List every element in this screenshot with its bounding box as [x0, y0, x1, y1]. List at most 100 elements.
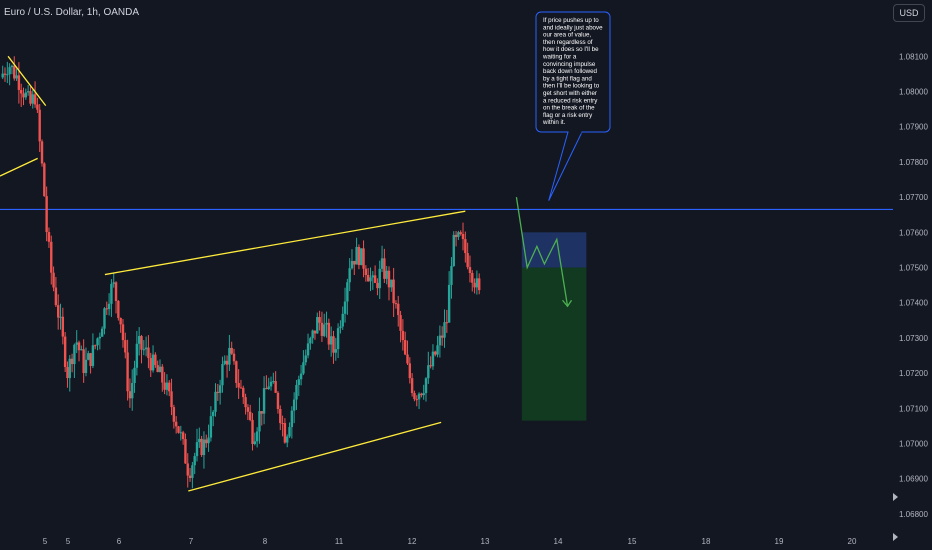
candle: [117, 300, 120, 321]
candle: [89, 352, 92, 374]
candle: [158, 359, 162, 373]
candle-body: [161, 366, 164, 383]
time-tick-label: 19: [775, 537, 784, 546]
candle: [149, 352, 152, 377]
note-line: waiting for a: [542, 54, 577, 61]
candle: [283, 418, 287, 444]
candle-body: [471, 272, 474, 283]
candle: [299, 364, 303, 386]
candle: [475, 270, 479, 295]
candle-body: [304, 355, 307, 363]
candle: [191, 461, 194, 489]
candle: [50, 235, 53, 285]
price-tick-label: 1.08000: [899, 88, 928, 97]
candle: [464, 231, 467, 263]
candle: [107, 293, 111, 316]
candle-body: [54, 287, 58, 306]
candle: [269, 376, 273, 391]
candle: [436, 336, 439, 358]
axis-scroll-markers[interactable]: [893, 493, 898, 541]
candle-body: [59, 316, 62, 318]
time-axis[interactable]: 5 5 6 7 8 11 12 13 14 15 18 19 20: [43, 537, 857, 546]
candle-body: [272, 381, 275, 383]
candle: [357, 244, 361, 270]
price-tick-label: 1.07300: [899, 334, 928, 343]
candle-body: [119, 317, 122, 325]
candle-body: [376, 282, 379, 289]
candle-body: [177, 426, 180, 433]
candle-body: [52, 272, 55, 288]
candle: [355, 237, 358, 265]
price-tick-label: 1.07700: [899, 193, 928, 202]
candle-body: [165, 382, 169, 390]
candle-body: [478, 278, 481, 291]
candle-body: [327, 322, 331, 345]
candle-body: [128, 391, 132, 399]
candle: [413, 390, 416, 402]
candle: [98, 332, 102, 350]
candle-body: [457, 232, 460, 238]
candle-body: [399, 315, 402, 331]
candle: [128, 378, 132, 408]
candle: [228, 334, 231, 371]
candle: [17, 62, 21, 104]
price-tick-label: 1.07900: [899, 123, 928, 132]
candle: [105, 301, 108, 315]
trendline: [0, 157, 38, 177]
candle-body: [181, 432, 185, 440]
note-line: If price pushes up to: [543, 17, 599, 24]
candle-body: [1, 73, 4, 78]
price-axis[interactable]: 1.08100 1.08000 1.07900 1.07800 1.07700 1.076…: [899, 52, 928, 519]
candle-body: [36, 104, 39, 110]
projection-path: [515, 197, 573, 308]
candle: [172, 404, 176, 429]
candle: [434, 350, 437, 357]
candle: [364, 265, 368, 282]
currency-button[interactable]: USD: [893, 4, 925, 22]
candle: [258, 397, 261, 444]
candle: [133, 360, 136, 393]
candle-body: [133, 367, 136, 384]
candle: [96, 337, 99, 351]
note-line: get short with either: [543, 90, 597, 97]
candle-body: [334, 349, 337, 353]
candle-body: [447, 284, 451, 323]
candle-body: [288, 427, 291, 437]
time-tick-label: 12: [408, 537, 417, 546]
candle: [297, 375, 300, 396]
candle-body: [230, 347, 233, 354]
candle: [66, 361, 69, 388]
trendlines-layer: [0, 55, 466, 492]
price-tick-label: 1.07000: [899, 440, 928, 449]
candle-body: [316, 317, 319, 334]
candle-body: [237, 382, 240, 388]
candle: [54, 277, 58, 307]
symbol-title: Euro / U.S. Dollar, 1h, OANDA: [4, 7, 140, 18]
candle: [202, 431, 206, 469]
candle: [316, 312, 319, 334]
candle-body: [385, 270, 388, 279]
candle-body: [121, 324, 125, 341]
candle-body: [135, 343, 139, 368]
candle: [26, 84, 30, 96]
candle: [174, 416, 178, 434]
candle: [320, 311, 324, 342]
candle-body: [158, 366, 162, 373]
candle-body: [228, 347, 231, 365]
candle-body: [394, 303, 398, 305]
candle: [161, 364, 164, 392]
candle-body: [50, 241, 53, 273]
candle-body: [397, 303, 400, 316]
scroll-right-icon: [893, 493, 898, 501]
candle-body: [26, 91, 30, 93]
candle: [232, 348, 236, 365]
candle-body: [390, 279, 393, 288]
candle-body: [117, 300, 120, 318]
candle: [177, 425, 180, 434]
candle: [156, 360, 159, 373]
price-tick-label: 1.07500: [899, 264, 928, 273]
candle: [387, 266, 391, 301]
candle-body: [378, 268, 381, 289]
candle-body: [142, 349, 145, 351]
